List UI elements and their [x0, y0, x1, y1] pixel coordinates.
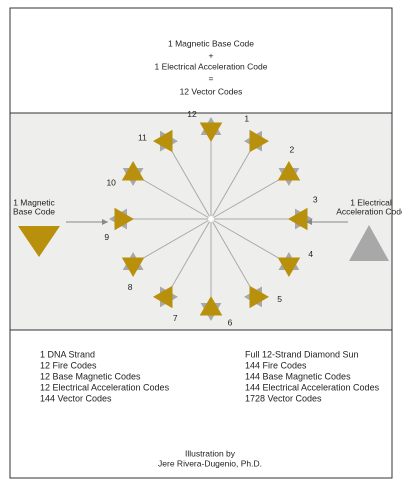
position-label: 12 [187, 109, 197, 119]
center [208, 216, 214, 222]
position-label: 8 [128, 282, 133, 292]
credit: Jere Rivera-Dugenio, Ph.D. [158, 458, 262, 468]
header-line: = [209, 73, 214, 83]
summary-line: 144 Fire Codes [245, 360, 307, 370]
summary-line: 1728 Vector Codes [245, 393, 322, 403]
position-label: 10 [106, 178, 116, 188]
illustration: 1 Magnetic Base Code +1 Electrical Accele… [0, 0, 402, 480]
left-label: Base Code [13, 206, 55, 216]
position-label: 3 [313, 194, 318, 204]
position-label: 4 [308, 249, 313, 259]
summary-line: 12 Electrical Acceleration Codes [40, 382, 170, 392]
summary-line: 12 Fire Codes [40, 360, 97, 370]
summary-line: Full 12-Strand Diamond Sun [245, 349, 359, 359]
position-label: 7 [173, 313, 178, 323]
position-label: 11 [138, 132, 147, 142]
position-label: 9 [104, 232, 109, 242]
header-line: 1 Magnetic Base Code [168, 38, 254, 48]
summary-line: 12 Base Magnetic Codes [40, 371, 141, 381]
position-label: 5 [277, 294, 282, 304]
position-label: 1 [244, 113, 249, 123]
header-line: + [209, 50, 214, 60]
header-line: 12 Vector Codes [180, 86, 243, 96]
right-label: Acceleration Code [336, 206, 402, 216]
position-label: 2 [289, 145, 294, 155]
summary-line: 144 Vector Codes [40, 393, 112, 403]
position-label: 6 [228, 318, 233, 328]
summary-line: 144 Electrical Acceleration Codes [245, 382, 380, 392]
summary-line: 144 Base Magnetic Codes [245, 371, 351, 381]
credit: Illustration by [185, 448, 236, 458]
header-line: 1 Electrical Acceleration Code [155, 61, 268, 71]
page: 1 Magnetic Base Code +1 Electrical Accele… [0, 0, 402, 480]
summary-line: 1 DNA Strand [40, 349, 95, 359]
